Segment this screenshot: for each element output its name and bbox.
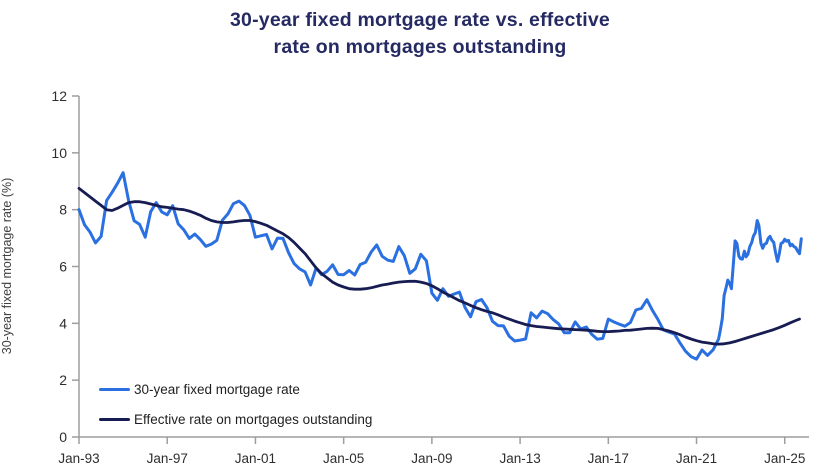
- legend-label: 30-year fixed mortgage rate: [134, 381, 300, 397]
- svg-text:0: 0: [59, 429, 67, 445]
- svg-text:Jan-97: Jan-97: [147, 451, 188, 466]
- svg-text:6: 6: [59, 259, 67, 275]
- chart-title-line-2: rate on mortgages outstanding: [273, 36, 567, 58]
- svg-text:2: 2: [59, 372, 67, 388]
- svg-text:Jan-21: Jan-21: [676, 451, 717, 466]
- chart-title: 30-year fixed mortgage rate vs. effectiv…: [0, 7, 840, 61]
- svg-text:4: 4: [59, 315, 67, 331]
- svg-text:Jan-25: Jan-25: [764, 451, 805, 466]
- legend-swatch-navy: [99, 417, 130, 421]
- svg-text:Jan-05: Jan-05: [323, 451, 364, 466]
- svg-text:Jan-01: Jan-01: [235, 451, 276, 466]
- chart-title-line-1: 30-year fixed mortgage rate vs. effectiv…: [230, 9, 610, 31]
- svg-text:Jan-13: Jan-13: [499, 451, 540, 466]
- legend: 30-year fixed mortgage rate Effective ra…: [99, 374, 372, 434]
- svg-text:Jan-93: Jan-93: [58, 451, 99, 466]
- chart-plot: 0 2 4 6 8 10 12 Jan-93 Jan-97 Jan-01 Jan-05 Jan-09 J…: [51, 88, 809, 466]
- svg-text:Jan-09: Jan-09: [411, 451, 452, 466]
- legend-label: Effective rate on mortgages outstanding: [134, 411, 373, 427]
- svg-text:12: 12: [51, 88, 67, 104]
- svg-text:10: 10: [51, 145, 67, 161]
- legend-swatch-blue: [99, 387, 130, 391]
- legend-item-effective-rate: Effective rate on mortgages outstanding: [99, 404, 372, 434]
- legend-item-30yr-rate: 30-year fixed mortgage rate: [99, 374, 372, 404]
- svg-text:8: 8: [59, 202, 67, 218]
- svg-text:Jan-17: Jan-17: [588, 451, 629, 466]
